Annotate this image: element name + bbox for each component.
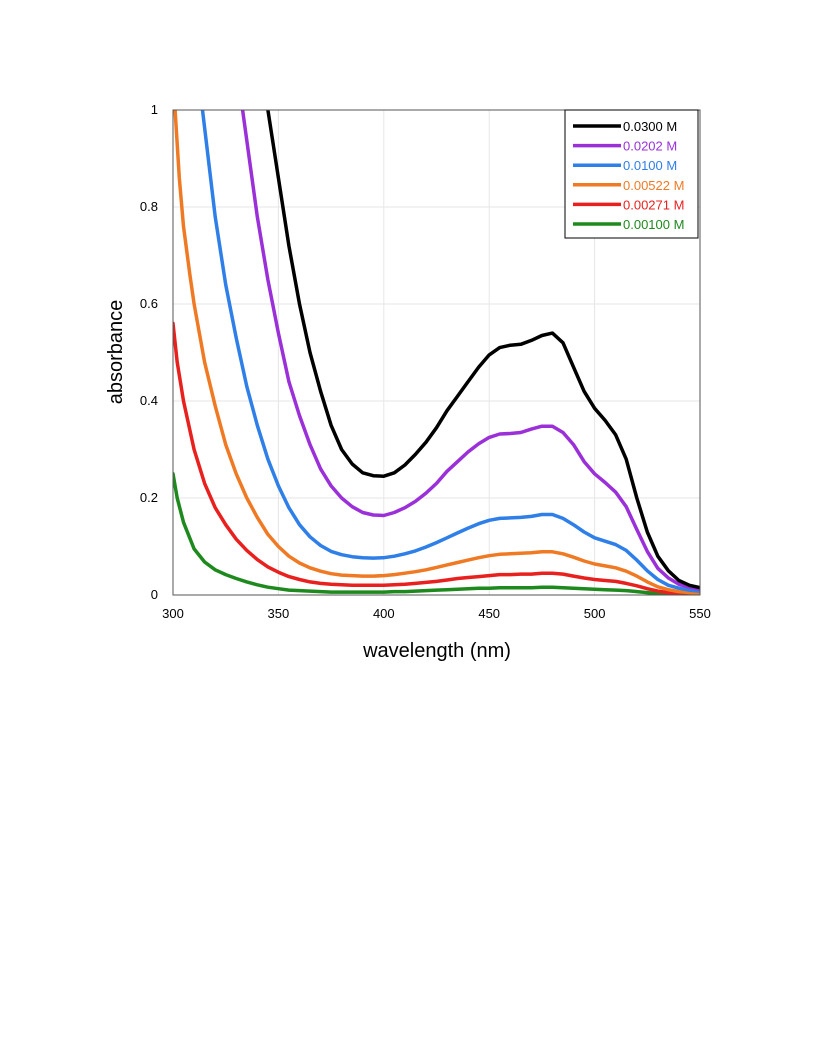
x-tick-label: 400 (373, 606, 395, 621)
x-axis-title: wavelength (nm) (362, 640, 511, 662)
y-axis-title: absorbance (105, 300, 127, 405)
legend-label: 0.00522 M (623, 178, 684, 193)
y-tick-label: 0.4 (140, 393, 158, 408)
x-tick-label: 350 (268, 606, 290, 621)
y-tick-label: 0.8 (140, 199, 158, 214)
x-tick-label: 550 (689, 606, 711, 621)
series-line (173, 472, 700, 595)
series-line (173, 110, 700, 595)
legend: 0.0300 M 0.0202 M 0.0100 M 0.00522 M 0.00271… (564, 109, 699, 239)
legend-label: 0.00100 M (623, 217, 684, 232)
series-line (240, 110, 700, 591)
legend-box (564, 109, 699, 239)
legend-label: 0.0202 M (623, 139, 677, 154)
legend-label: 0.0100 M (623, 158, 677, 173)
plot-area-frame (172, 109, 701, 596)
legend-label: 0.0300 M (623, 119, 677, 134)
y-tick-label: 0.6 (140, 296, 158, 311)
axis-ticks: 300 350 400 450 500 550 0 0.2 0.4 0.6 0.8 1 (140, 102, 711, 621)
x-tick-label: 450 (478, 606, 500, 621)
x-tick-label: 500 (584, 606, 606, 621)
legend-label: 0.00271 M (623, 197, 684, 212)
series-line (266, 110, 700, 590)
series-line (173, 321, 700, 595)
series-lines (173, 110, 700, 595)
y-tick-label: 1 (151, 102, 158, 117)
series-line (200, 110, 700, 593)
y-tick-label: 0 (151, 587, 158, 602)
x-tick-label: 300 (162, 606, 184, 621)
y-tick-label: 0.2 (140, 490, 158, 505)
